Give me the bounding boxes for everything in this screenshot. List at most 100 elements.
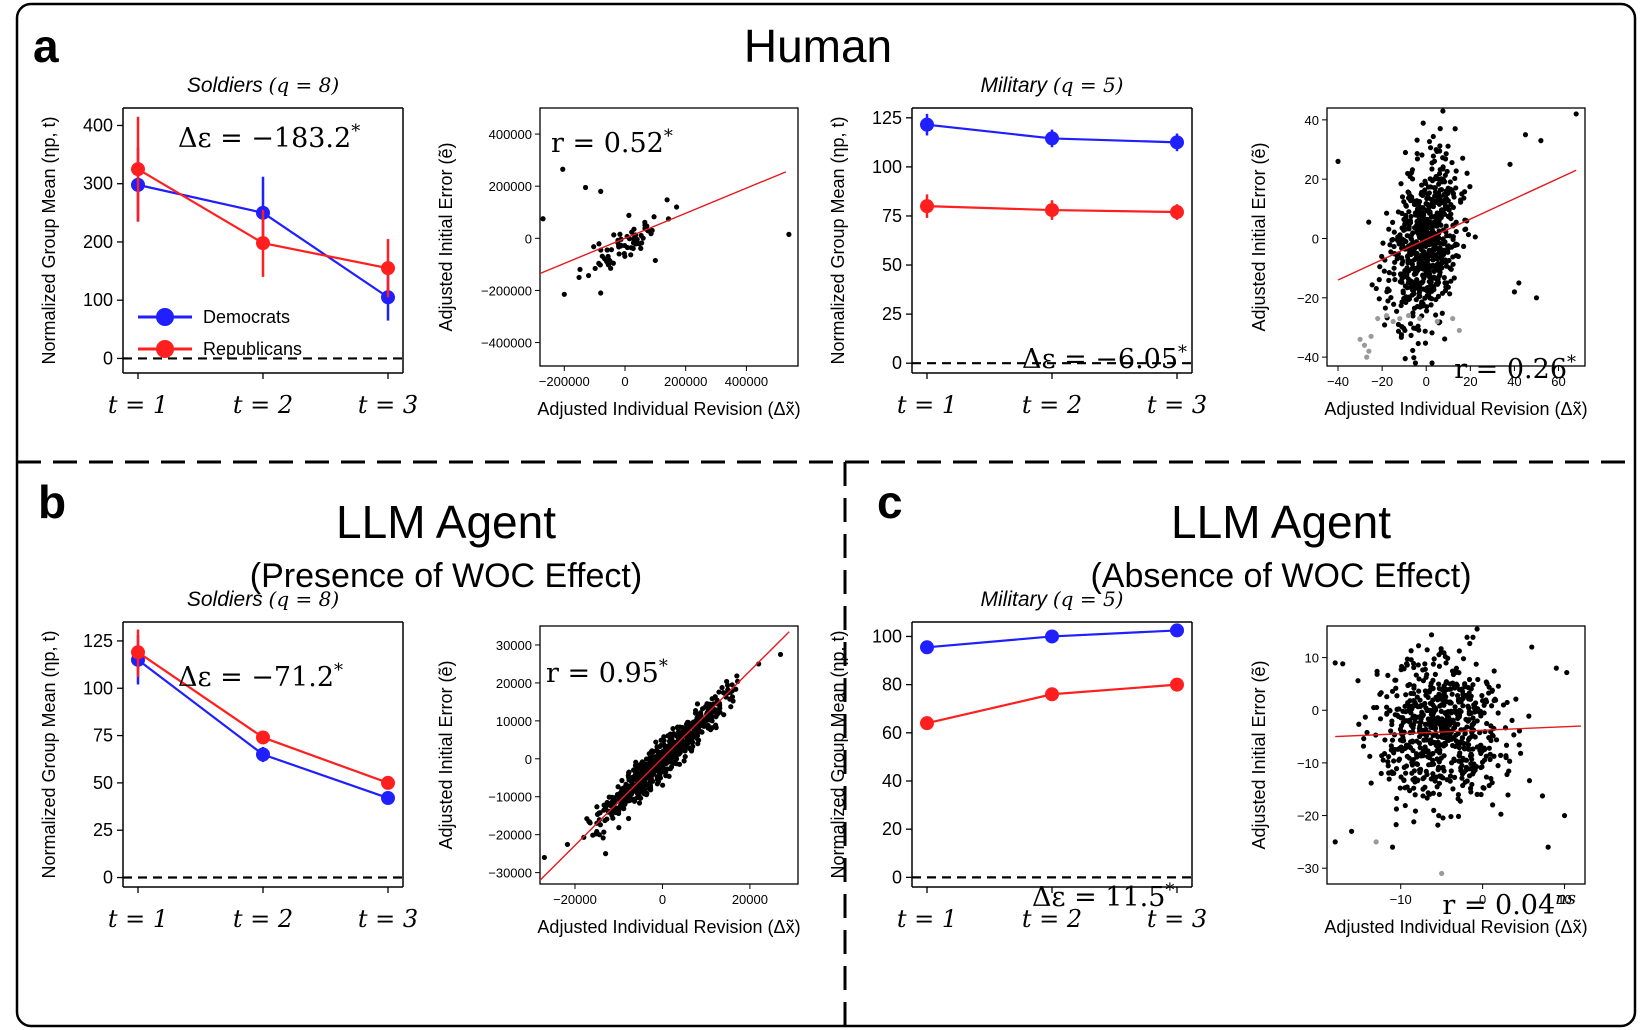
scatter-point	[1418, 211, 1424, 217]
annotation: r = 0.52*	[551, 126, 673, 159]
scatter-point	[1453, 228, 1459, 235]
scatter-point	[1470, 746, 1476, 752]
scatter-point	[666, 773, 672, 779]
scatter-point	[1470, 764, 1476, 770]
x-tick-label: −200000	[539, 374, 590, 389]
scatter-point	[1459, 191, 1465, 197]
scatter-point	[1475, 676, 1481, 683]
legend-democrats-marker	[156, 308, 174, 326]
plot-frame	[539, 625, 799, 885]
outlier-point	[1397, 315, 1403, 322]
y-tick-label: −30	[1297, 861, 1319, 876]
scatter-point	[635, 765, 641, 771]
scatter-point	[1435, 260, 1441, 267]
x-category-label: t = 1	[897, 391, 957, 419]
scatter-point	[1391, 301, 1397, 307]
scatter-point	[599, 253, 605, 259]
scatter-point	[1443, 151, 1449, 157]
scatter-point	[1430, 771, 1436, 777]
y-axis-label: Normalized Group Mean (ηp, t)	[828, 116, 848, 364]
scatter-point	[1385, 298, 1391, 304]
scatter-point	[1425, 191, 1431, 197]
scatter-point	[1411, 785, 1417, 791]
scatter-point	[1422, 328, 1428, 334]
scatter-point	[1381, 268, 1387, 274]
scatter-point	[1466, 717, 1472, 723]
scatter-point	[692, 710, 699, 716]
y-axis-label: Adjusted Initial Error (ẽ)	[436, 660, 456, 849]
scatter-point	[1487, 756, 1493, 763]
y-tick-label: 0	[525, 752, 532, 767]
scatter-point	[679, 724, 685, 731]
scatter-point	[1432, 723, 1438, 729]
y-tick-label: −20000	[488, 828, 532, 843]
annotation-superscript: *	[1567, 352, 1576, 373]
scatter-point	[1406, 226, 1412, 232]
scatter-point	[1430, 790, 1436, 796]
scatter-point	[1420, 712, 1426, 718]
scatter-point	[687, 745, 693, 752]
scatter-point	[655, 750, 661, 756]
scatter-point	[604, 799, 610, 806]
scatter-point	[1423, 733, 1430, 739]
scatter-point	[1422, 700, 1428, 707]
scatter-point	[734, 673, 740, 679]
scatter-point	[661, 769, 667, 775]
scatter-point	[1411, 819, 1417, 825]
scatter-point	[1398, 181, 1404, 187]
scatter-point	[1414, 714, 1420, 720]
y-tick-label: 80	[882, 675, 902, 695]
scatter-point	[1478, 791, 1484, 798]
scatter-point	[1443, 284, 1449, 290]
scatter-point	[1389, 737, 1396, 743]
scatter-point	[1409, 292, 1415, 298]
scatter-point	[633, 241, 639, 247]
scatter-point	[777, 651, 784, 658]
scatter-point	[1427, 219, 1433, 225]
scatter-point	[673, 761, 680, 767]
y-tick-label: 10000	[496, 714, 532, 729]
scatter-point	[1487, 751, 1493, 757]
scatter-point	[1367, 753, 1373, 759]
democrats-point	[920, 640, 934, 655]
x-tick-label: 20000	[732, 892, 768, 907]
scatter-point	[602, 817, 608, 824]
scatter-point	[631, 226, 637, 232]
scatter-point	[1435, 715, 1441, 721]
scatter-point	[1398, 302, 1404, 309]
scatter-point	[676, 751, 682, 757]
scatter-point	[610, 815, 616, 821]
scatter-point	[1414, 137, 1420, 143]
scatter-point	[1420, 793, 1426, 799]
scatter-point	[1426, 204, 1432, 210]
scatter-point	[1465, 685, 1472, 691]
outlier-point	[1434, 318, 1440, 325]
scatter-point	[1442, 196, 1448, 203]
scatter-point	[1446, 686, 1453, 692]
scatter-point	[1402, 149, 1409, 156]
plot-frame	[1326, 625, 1586, 885]
scatter-point	[641, 762, 647, 768]
scatter-point	[615, 784, 621, 790]
scatter-point	[1362, 714, 1368, 720]
scatter-point	[1439, 265, 1445, 271]
scatter-point	[1436, 181, 1442, 187]
scatter-point	[1389, 769, 1395, 775]
scatter-point	[1397, 785, 1403, 791]
outlier-point	[1405, 312, 1412, 319]
scatter-point	[1386, 287, 1392, 294]
scatter-point	[1437, 143, 1443, 149]
scatter-point	[1430, 661, 1436, 667]
scatter-point	[1439, 687, 1445, 693]
scatter-point	[1464, 170, 1470, 176]
scatter-point	[1388, 743, 1394, 749]
legend-republicans-label: Republicans	[203, 339, 302, 359]
scatter-point	[1464, 778, 1470, 784]
democrats-point	[1045, 629, 1059, 644]
scatter-point	[1425, 716, 1431, 722]
scatter-point	[685, 719, 691, 726]
scatter-point	[616, 825, 622, 831]
scatter-point	[1459, 762, 1465, 769]
scatter-point	[1440, 108, 1446, 114]
scatter-point	[617, 791, 623, 797]
